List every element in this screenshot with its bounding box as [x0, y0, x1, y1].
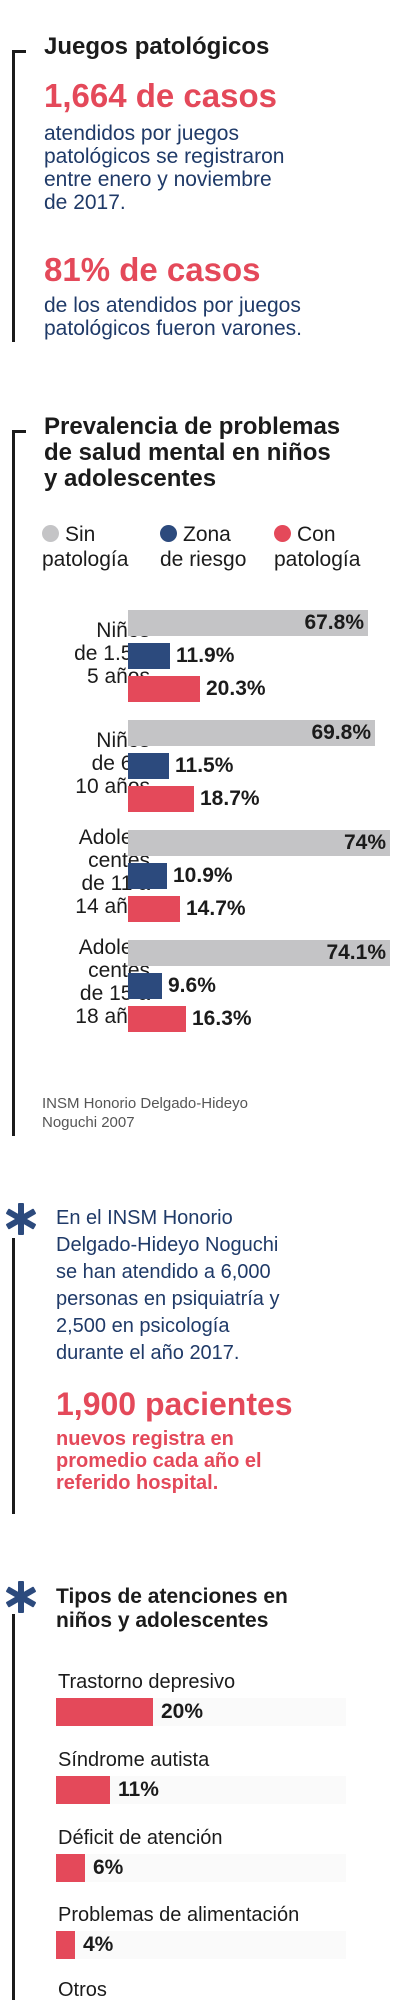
bar	[128, 940, 390, 966]
bar	[128, 830, 390, 856]
stat-males-line-1: de los atendidos por juegos	[44, 294, 301, 317]
asterisk-icon	[6, 1581, 36, 1613]
chart-title-line-1: Prevalencia de problemas	[44, 413, 341, 440]
stat-patients-value: 1,900 pacientes	[56, 1386, 293, 1422]
insm-text-line-3: se han atendido a 6,000	[56, 1261, 271, 1283]
insm-text-line-1: En el INSM Honorio	[56, 1207, 233, 1229]
section-divider-line	[12, 430, 15, 1136]
types-title-line-2: niños y adolescentes	[56, 1609, 269, 1632]
data-label: 6%	[93, 1856, 124, 1879]
chart-title-line-2: de salud mental en niños	[44, 439, 331, 466]
insm-text-line-4: personas en psiquiatría y	[56, 1288, 280, 1310]
legend-dot	[42, 525, 59, 542]
data-label: 11.9%	[176, 644, 235, 667]
data-label: 14.7%	[186, 897, 246, 920]
insm-text-line-5: 2,500 en psicología	[56, 1315, 230, 1337]
types-title-line-1: Tipos de atenciones en	[56, 1585, 288, 1608]
bar	[128, 676, 200, 702]
bar	[128, 720, 375, 746]
bar	[128, 786, 194, 812]
data-label: 74.1%	[326, 941, 386, 964]
stat-cases-line-2: patológicos se registraron	[44, 145, 285, 168]
legend-label: Con	[297, 523, 336, 546]
stat-cases-line-3: entre enero y noviembre	[44, 168, 272, 191]
legend-dot	[274, 525, 291, 542]
stat-cases-line-1: atendidos por juegos	[44, 122, 239, 145]
insm-text-line-6: durante el año 2017.	[56, 1342, 240, 1364]
chart-source-line-1: INSM Honorio Delgado-Hideyo	[42, 1095, 248, 1112]
section-divider-line	[12, 1238, 15, 1514]
legend-label: de riesgo	[160, 548, 247, 571]
section-divider-line	[12, 1614, 15, 2000]
chart-legend: Sin patología Zona de riesgo Con patología	[42, 522, 392, 582]
bar	[128, 753, 169, 779]
chart-source-line-2: Noguchi 2007	[42, 1114, 135, 1131]
chart-title-line-3: y adolescentes	[44, 465, 217, 492]
bar	[128, 1006, 186, 1032]
bar	[56, 1931, 75, 1959]
bar	[128, 863, 167, 889]
stat-cases-value: 1,664 de casos	[44, 77, 277, 114]
bar	[128, 896, 180, 922]
section-prevalencia: Prevalencia de problemas de salud mental…	[12, 413, 392, 1136]
data-label: 11%	[118, 1778, 159, 1801]
asterisk-icon	[6, 1203, 36, 1235]
legend-dot	[160, 525, 177, 542]
legend-label: Zona	[183, 523, 231, 546]
section-juegos-patologicos: Juegos patológicos 1,664 de casos atendi…	[0, 0, 400, 360]
category-label: Otros	[58, 1979, 107, 2000]
category-label: Déficit de atención	[58, 1827, 223, 1849]
legend-label: Sin	[65, 523, 96, 546]
legend-item: Sin patología	[42, 522, 128, 572]
insm-text-line-2: Delgado-Hideyo Noguchi	[56, 1234, 279, 1256]
bar	[56, 1854, 85, 1882]
category-label: Problemas de alimentación	[58, 1904, 300, 1926]
data-label: 20%	[161, 1700, 204, 1723]
legend-item: Con patología	[274, 522, 360, 572]
legend-label: patología	[274, 548, 361, 571]
stat-patients-line-3: referido hospital.	[56, 1472, 219, 1494]
section-divider-tick	[12, 50, 26, 53]
data-label: 74%	[343, 831, 386, 854]
section-insm-atenciones: En el INSM Honorio Delgado-Hideyo Noguch…	[6, 1203, 293, 1514]
data-label: 67.8%	[304, 611, 364, 634]
data-label: 69.8%	[311, 721, 371, 744]
bar	[56, 1698, 153, 1726]
data-label: 18.7%	[200, 787, 260, 810]
section-divider-tick	[12, 430, 26, 433]
data-label: 11.5%	[175, 754, 234, 777]
bar	[128, 643, 170, 669]
legend-label: patología	[42, 548, 129, 571]
stat-males-value: 81% de casos	[44, 251, 261, 288]
bar	[128, 973, 162, 999]
bar-track	[56, 1931, 346, 1959]
data-label: 20.3%	[206, 677, 266, 700]
data-label: 4%	[83, 1933, 114, 1956]
stat-patients-line-1: nuevos registra en	[56, 1428, 234, 1450]
bar	[56, 1776, 110, 1804]
bar-track	[56, 1854, 346, 1882]
data-label: 10.9%	[173, 864, 233, 887]
legend-item: Zona de riesgo	[160, 522, 246, 572]
stat-males-line-2: patológicos fueron varones.	[44, 317, 302, 340]
bar	[128, 610, 368, 636]
section-divider-line	[12, 50, 15, 342]
data-label: 9.6%	[168, 974, 216, 997]
stat-cases-line-4: de 2017.	[44, 191, 126, 214]
data-label: 16.3%	[192, 1007, 252, 1030]
stat-patients-line-2: promedio cada año el	[56, 1450, 262, 1472]
category-label: Trastorno depresivo	[58, 1671, 236, 1693]
category-label: Síndrome autista	[58, 1749, 210, 1771]
section-title: Juegos patológicos	[44, 33, 270, 60]
